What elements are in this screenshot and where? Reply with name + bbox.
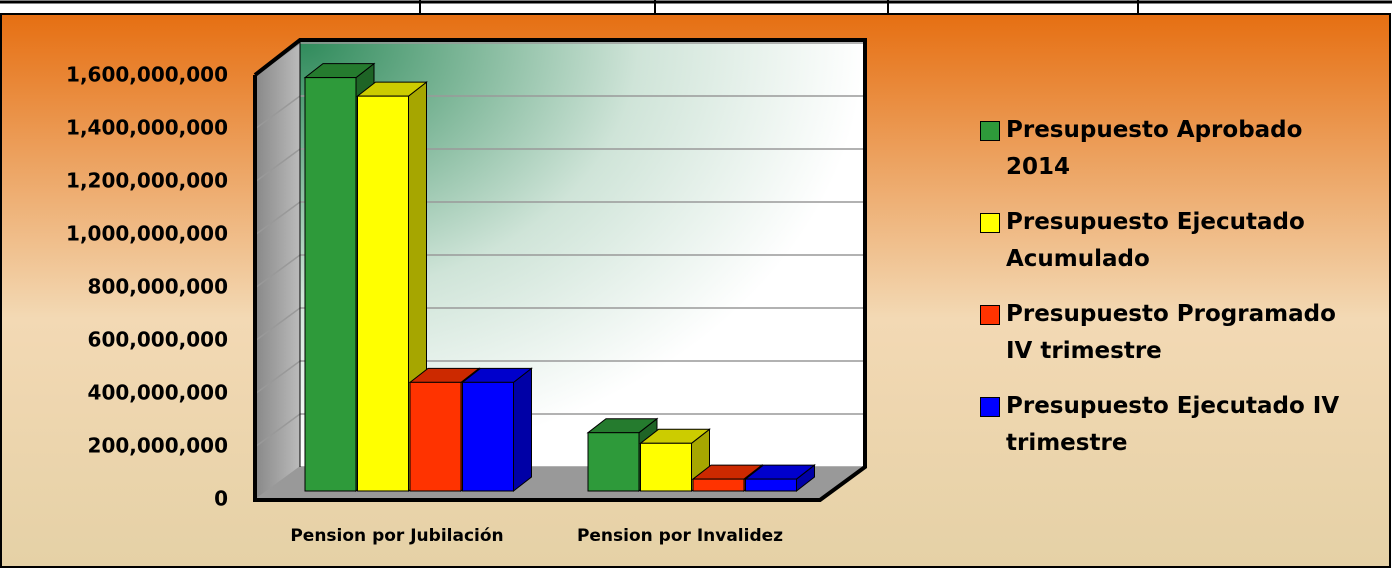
bar-side xyxy=(513,367,532,493)
legend-item: Presupuesto Aprobado 2014 xyxy=(980,112,1360,186)
bar-front xyxy=(357,95,409,492)
x-tick-label: Pension por Jubilación xyxy=(290,526,503,546)
legend-label: Presupuesto Aprobado 2014 xyxy=(1006,117,1303,180)
legend-item: Presupuesto Ejecutado IV trimestre xyxy=(980,388,1360,462)
legend-label: Presupuesto Ejecutado Acumulado xyxy=(1006,209,1305,272)
bar-front xyxy=(587,432,640,492)
legend-swatch xyxy=(980,213,1000,233)
bar xyxy=(744,464,816,493)
y-tick-label: 1,600,000,000 xyxy=(66,63,228,87)
legend-item: Presupuesto Programado IV trimestre xyxy=(980,296,1360,370)
y-tick-label: 800,000,000 xyxy=(88,275,228,299)
legend-swatch xyxy=(980,305,1000,325)
y-tick-label: 1,200,000,000 xyxy=(66,169,228,193)
table-separators xyxy=(419,0,1139,14)
legend: Presupuesto Aprobado 2014 Presupuesto Eje… xyxy=(980,112,1360,480)
x-tick-label: Pension por Invalidez xyxy=(577,526,783,546)
bar-front xyxy=(409,381,462,492)
y-tick-label: 0 xyxy=(214,487,228,511)
y-tick-label: 600,000,000 xyxy=(88,328,228,352)
y-tick-label: 200,000,000 xyxy=(88,434,228,458)
y-tick-label: 400,000,000 xyxy=(88,381,228,405)
y-tick-label: 1,400,000,000 xyxy=(66,116,228,140)
bar-front xyxy=(304,77,357,492)
bar-front xyxy=(640,442,692,492)
legend-label: Presupuesto Ejecutado IV trimestre xyxy=(1006,393,1340,456)
bar-front xyxy=(692,478,745,492)
bar xyxy=(356,81,428,493)
legend-swatch xyxy=(980,121,1000,141)
bar-front xyxy=(745,478,797,492)
bar-front xyxy=(462,381,514,492)
legend-label: Presupuesto Programado IV trimestre xyxy=(1006,301,1336,364)
bar xyxy=(461,367,533,493)
bar xyxy=(639,428,711,493)
legend-swatch xyxy=(980,397,1000,417)
y-tick-label: 1,000,000,000 xyxy=(66,222,228,246)
legend-item: Presupuesto Ejecutado Acumulado xyxy=(980,204,1360,278)
